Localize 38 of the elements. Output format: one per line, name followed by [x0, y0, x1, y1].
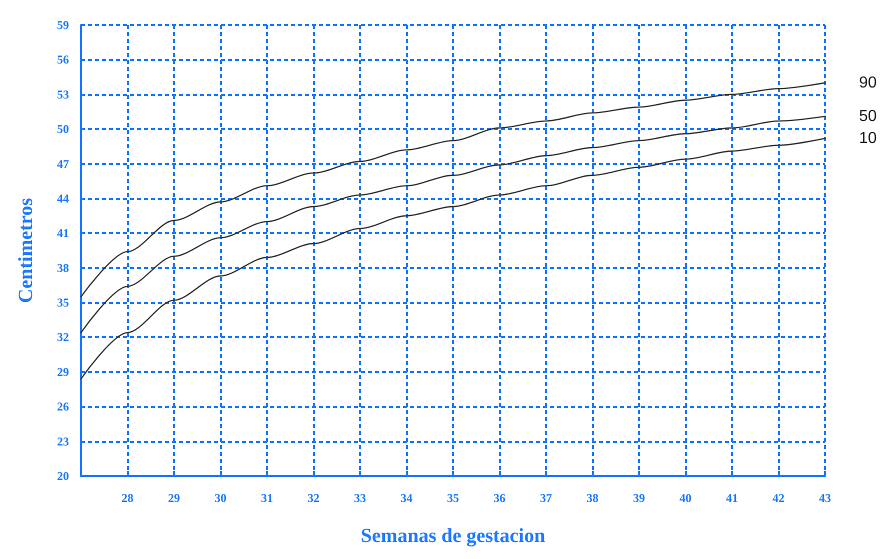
- x-tick-label: 42: [772, 491, 784, 505]
- y-tick-label: 53: [57, 87, 69, 102]
- y-tick-label: 29: [57, 364, 69, 379]
- x-tick-label: 43: [819, 491, 831, 505]
- x-tick-label: 34: [400, 491, 412, 505]
- line-series: [80, 82, 826, 298]
- y-tick-label: 26: [57, 400, 69, 414]
- x-tick-label: 30: [214, 491, 226, 505]
- x-tick-label: 32: [308, 491, 320, 505]
- x-tick-label: 28: [122, 491, 134, 505]
- text: 50: [859, 108, 877, 125]
- y-tick-label: 41: [57, 226, 69, 240]
- x-tick-label: 41: [726, 491, 738, 505]
- x-tick-label: 29: [168, 491, 180, 505]
- y-tick-label: 35: [57, 296, 69, 310]
- y-tick-label: 32: [57, 330, 69, 344]
- line-series: [80, 116, 826, 334]
- x-tick-label: 38: [586, 491, 598, 505]
- y-tick-label: 44: [57, 191, 69, 206]
- line-series: [80, 138, 826, 380]
- text: 90: [859, 74, 877, 92]
- y-tick-label: 23: [57, 434, 69, 448]
- x-tick-label: 35: [447, 491, 459, 505]
- x-axis-title: Semanas de gestacion: [360, 525, 546, 547]
- text: 10: [859, 130, 877, 147]
- y-tick-label: 38: [57, 260, 69, 275]
- x-tick-label: 39: [633, 491, 645, 505]
- x-tick-label: 36: [494, 491, 506, 505]
- y-tick-label: 56: [57, 52, 69, 67]
- x-tick-label: 40: [680, 491, 692, 505]
- y-axis-title: Centimetros: [15, 198, 37, 304]
- x-tick-label: 33: [354, 491, 366, 505]
- y-tick-label: 20: [57, 469, 69, 483]
- x-tick-label: 31: [261, 491, 273, 505]
- y-tick-label: 50: [57, 122, 69, 136]
- x-tick-label: 37: [540, 491, 552, 505]
- y-tick-label: 47: [57, 156, 69, 171]
- y-tick-label: 59: [57, 18, 69, 32]
